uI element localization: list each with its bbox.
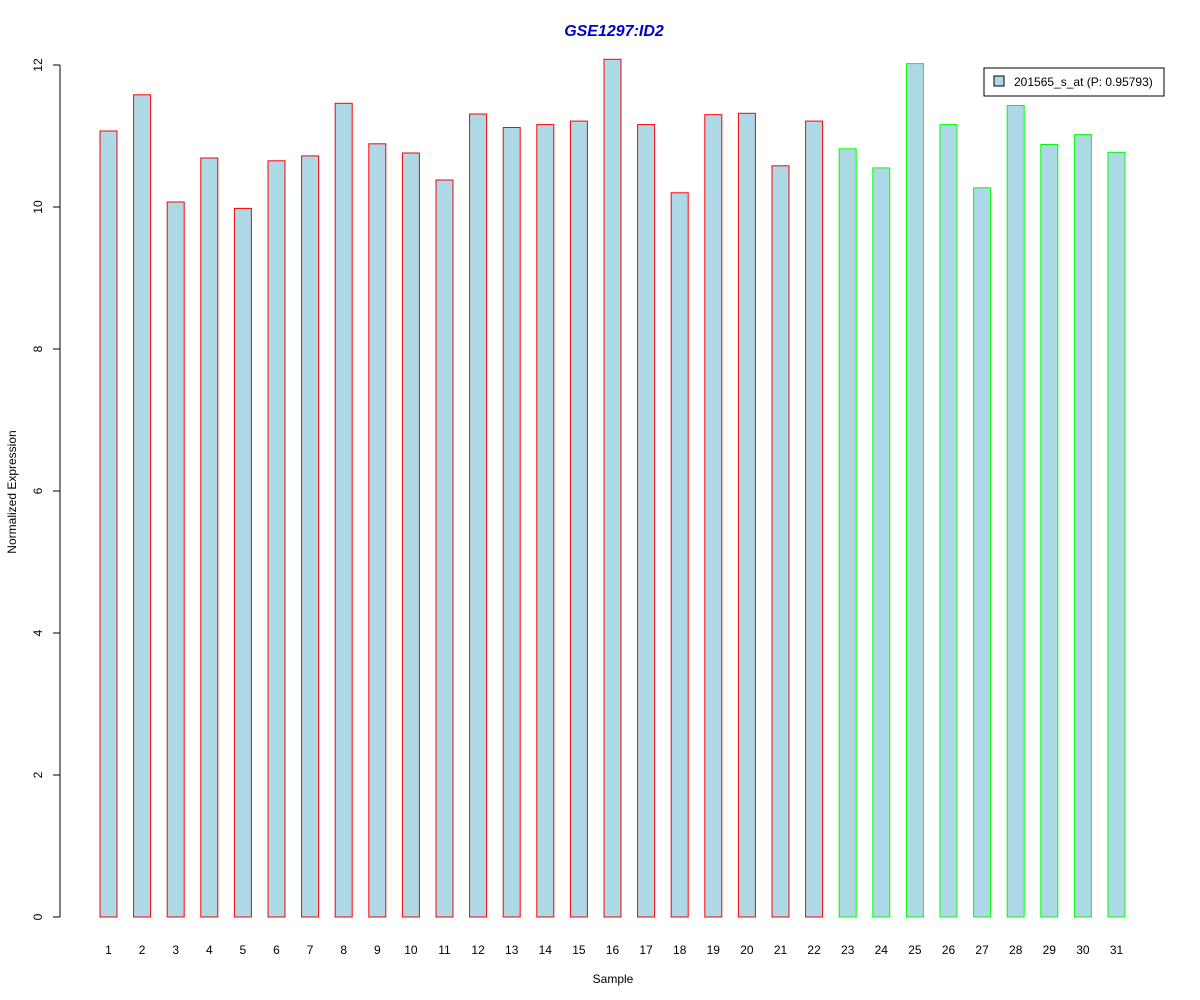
bar <box>502 127 521 918</box>
x-tick-label: 18 <box>673 943 687 957</box>
bar <box>368 143 387 918</box>
bar <box>737 112 756 918</box>
bar <box>233 207 252 918</box>
bar <box>939 124 958 918</box>
x-tick-label: 6 <box>273 943 280 957</box>
legend-swatch <box>993 75 1005 87</box>
x-tick-label: 28 <box>1009 943 1023 957</box>
bar <box>1006 105 1025 918</box>
x-tick-label: 25 <box>908 943 922 957</box>
x-tick-label: 4 <box>206 943 213 957</box>
x-tick-label: 10 <box>404 943 418 957</box>
bar <box>469 113 488 918</box>
x-tick-label: 1 <box>105 943 112 957</box>
x-tick-label: 8 <box>340 943 347 957</box>
bar <box>704 114 723 918</box>
x-tick-label: 23 <box>841 943 855 957</box>
bar <box>872 167 891 918</box>
y-tick-label: 4 <box>31 629 45 636</box>
bar <box>301 155 320 918</box>
x-tick-label: 11 <box>438 943 451 957</box>
x-tick-label: 9 <box>374 943 381 957</box>
bar <box>838 148 857 918</box>
bar <box>435 179 454 918</box>
chart-title: GSE1297:ID2 <box>564 23 664 40</box>
x-tick-label: 13 <box>505 943 519 957</box>
x-tick-label: 26 <box>942 943 956 957</box>
x-tick-label: 31 <box>1110 943 1124 957</box>
bar <box>771 165 790 918</box>
y-tick-label: 8 <box>31 345 45 352</box>
x-tick-label: 7 <box>307 943 314 957</box>
y-tick-label: 0 <box>31 913 45 920</box>
y-tick-label: 2 <box>31 771 45 778</box>
x-axis-title: Sample <box>593 972 634 986</box>
x-tick-labels: 1 2 3 4 5 6 7 8 9 10 11 12 13 14 15 16 17 18 19 20 21 22 23 24 2… <box>105 943 1123 957</box>
bar <box>603 58 622 918</box>
legend-label: 201565_s_at (P: 0.95793) <box>1014 75 1153 89</box>
bar <box>166 201 185 918</box>
y-axis-title: Normalized Expression <box>5 430 19 553</box>
bars <box>99 58 1126 918</box>
bar <box>1073 134 1092 918</box>
bar <box>536 124 555 918</box>
bar <box>200 157 219 918</box>
bar <box>1040 144 1059 918</box>
x-tick-label: 5 <box>240 943 247 957</box>
x-tick-label: 15 <box>572 943 586 957</box>
y-tick-label: 6 <box>31 487 45 494</box>
x-tick-label: 27 <box>975 943 989 957</box>
x-tick-label: 17 <box>639 943 653 957</box>
y-tick-label: 10 <box>31 200 45 214</box>
bar <box>670 192 689 918</box>
y-tick-label: 12 <box>31 58 45 72</box>
bar <box>905 63 924 918</box>
bar <box>973 187 992 918</box>
bar <box>637 124 656 918</box>
bar <box>99 130 118 918</box>
x-tick-label: 16 <box>606 943 620 957</box>
legend: 201565_s_at (P: 0.95793) <box>983 67 1165 97</box>
x-tick-label: 22 <box>807 943 821 957</box>
bar <box>267 160 286 918</box>
x-tick-label: 29 <box>1043 943 1057 957</box>
bar <box>334 102 353 918</box>
x-tick-label: 12 <box>471 943 485 957</box>
x-tick-label: 24 <box>875 943 889 957</box>
bar <box>1107 151 1126 918</box>
bar <box>805 120 824 918</box>
x-tick-label: 20 <box>740 943 754 957</box>
x-tick-label: 2 <box>139 943 146 957</box>
y-axis: 0 2 4 6 8 10 12 <box>31 58 61 920</box>
x-tick-label: 3 <box>172 943 179 957</box>
x-tick-label: 21 <box>774 943 788 957</box>
bar <box>569 120 588 918</box>
x-tick-label: 30 <box>1076 943 1090 957</box>
legend-box <box>983 67 1165 97</box>
bar <box>401 152 420 918</box>
x-tick-label: 14 <box>539 943 553 957</box>
bar <box>133 94 152 918</box>
x-tick-label: 19 <box>707 943 721 957</box>
